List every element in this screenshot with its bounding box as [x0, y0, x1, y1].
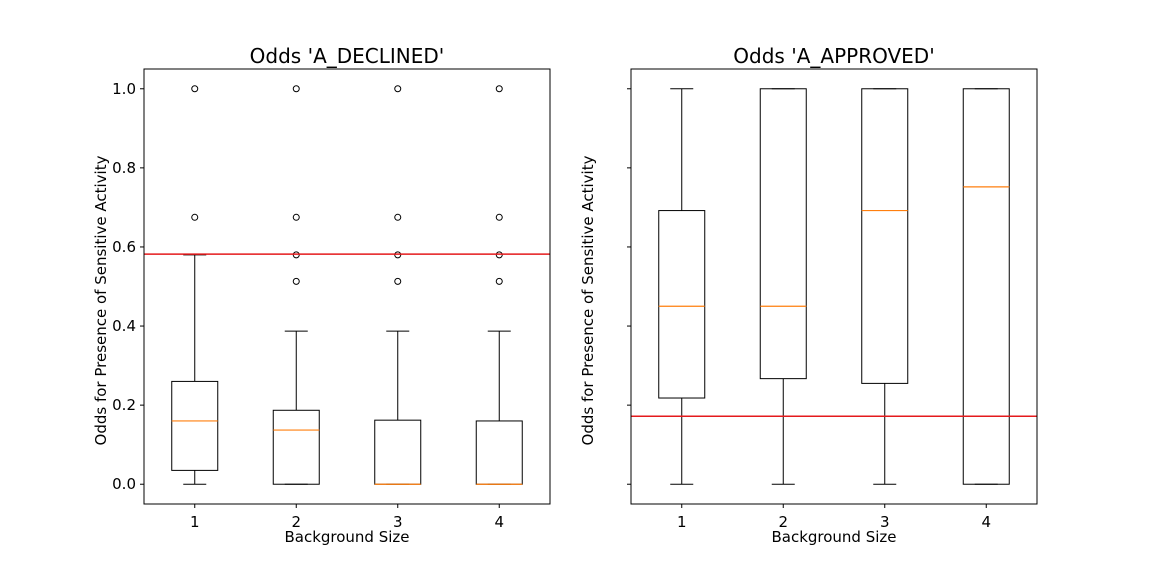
y-tick-label: 0.4 [112, 317, 136, 335]
x-tick-label: 4 [981, 513, 991, 531]
axes-frame [630, 68, 1038, 505]
box-4 [475, 85, 523, 485]
box-1 [171, 85, 219, 485]
box-1 [658, 88, 706, 485]
box-iqr [475, 420, 523, 485]
box-iqr [171, 380, 219, 471]
x-tick-label: 1 [677, 513, 687, 531]
outlier-point [495, 213, 503, 221]
x-tick-label: 2 [778, 513, 788, 531]
outlier-point [495, 277, 503, 285]
outlier-point [394, 277, 402, 285]
y-tick-label: 0.8 [112, 159, 136, 177]
y-tick-label: 0.6 [112, 238, 136, 256]
y-axis-label: Odds for Presence of Sensitive Activity [92, 155, 110, 445]
chart-panel-1: Odds 'A_DECLINED' 1 2 3 4 0.0 0.2 0.4 0.6 0.8 1.0 B… [92, 44, 551, 546]
outlier-point [394, 251, 402, 259]
outlier-point [191, 85, 199, 93]
outlier-point [394, 85, 402, 93]
outlier-point [191, 213, 199, 221]
box-3 [861, 88, 909, 485]
box-iqr [374, 419, 422, 485]
x-tick-label: 4 [494, 513, 504, 531]
box-iqr [861, 88, 909, 384]
x-tick-label: 3 [880, 513, 890, 531]
box-iqr [962, 88, 1010, 485]
y-axis-label: Odds for Presence of Sensitive Activity [579, 155, 597, 445]
outlier-point [292, 251, 300, 259]
y-tick-label: 0.0 [112, 475, 136, 493]
box-4 [962, 88, 1010, 485]
outlier-point [292, 85, 300, 93]
box-3 [374, 85, 422, 485]
y-tick-label: 1.0 [112, 80, 136, 98]
x-axis-label: Background Size [284, 528, 409, 546]
x-tick-label: 2 [291, 513, 301, 531]
axes-frame [143, 68, 551, 505]
x-tick-label: 3 [393, 513, 403, 531]
outlier-point [292, 277, 300, 285]
box-iqr [272, 409, 320, 485]
y-tick-label: 0.2 [112, 396, 136, 414]
box-2 [272, 85, 320, 485]
outlier-point [495, 85, 503, 93]
outlier-point [292, 213, 300, 221]
box-iqr [759, 88, 807, 380]
box-2 [759, 88, 807, 485]
chart-panel-2: Odds 'A_APPROVED' 1 2 3 4 Background Size Odds… [579, 44, 1038, 546]
outlier-point [495, 251, 503, 259]
box-iqr [658, 210, 706, 399]
chart-title: Odds 'A_DECLINED' [250, 44, 445, 68]
x-tick-label: 1 [190, 513, 200, 531]
outlier-point [394, 213, 402, 221]
chart-title: Odds 'A_APPROVED' [733, 44, 934, 68]
x-axis-label: Background Size [771, 528, 896, 546]
